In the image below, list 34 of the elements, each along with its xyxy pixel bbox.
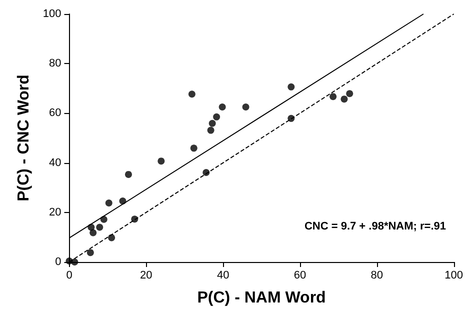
point: [340, 96, 348, 103]
point: [188, 90, 196, 98]
y-tick-label: 20: [49, 206, 62, 218]
point: [105, 199, 112, 206]
point: [242, 104, 250, 110]
x-tick-label: 40: [216, 270, 230, 282]
point: [218, 104, 226, 110]
point: [330, 93, 337, 100]
point: [86, 249, 94, 256]
point: [190, 144, 198, 152]
y-tick-label: 60: [49, 107, 62, 120]
point: [108, 234, 116, 242]
point: [158, 158, 165, 165]
y-tick-label: 100: [42, 8, 62, 20]
x-tick-label: 80: [370, 270, 384, 282]
point: [346, 90, 354, 98]
y-tick-label: 80: [49, 58, 62, 70]
y-tick-label: 0: [55, 256, 62, 268]
point: [288, 83, 295, 90]
point: [207, 126, 214, 134]
x-tick-label: 60: [294, 270, 306, 282]
point: [124, 170, 132, 178]
x-tick-label: 100: [444, 270, 464, 282]
point: [213, 113, 220, 120]
point: [202, 168, 210, 176]
point: [208, 120, 216, 127]
x-tick-label: 20: [140, 270, 152, 282]
y-tick-label: 40: [49, 156, 62, 169]
point: [90, 229, 97, 236]
annotation: CNC = 9.7 + .98*NAM; r=.91: [304, 220, 446, 232]
y-axis-title: P(C) - CNC Word: [16, 74, 32, 202]
x-axis-title: P(C) - NAM Word: [197, 290, 326, 306]
point: [96, 224, 104, 231]
x-tick-label: 0: [66, 270, 72, 282]
